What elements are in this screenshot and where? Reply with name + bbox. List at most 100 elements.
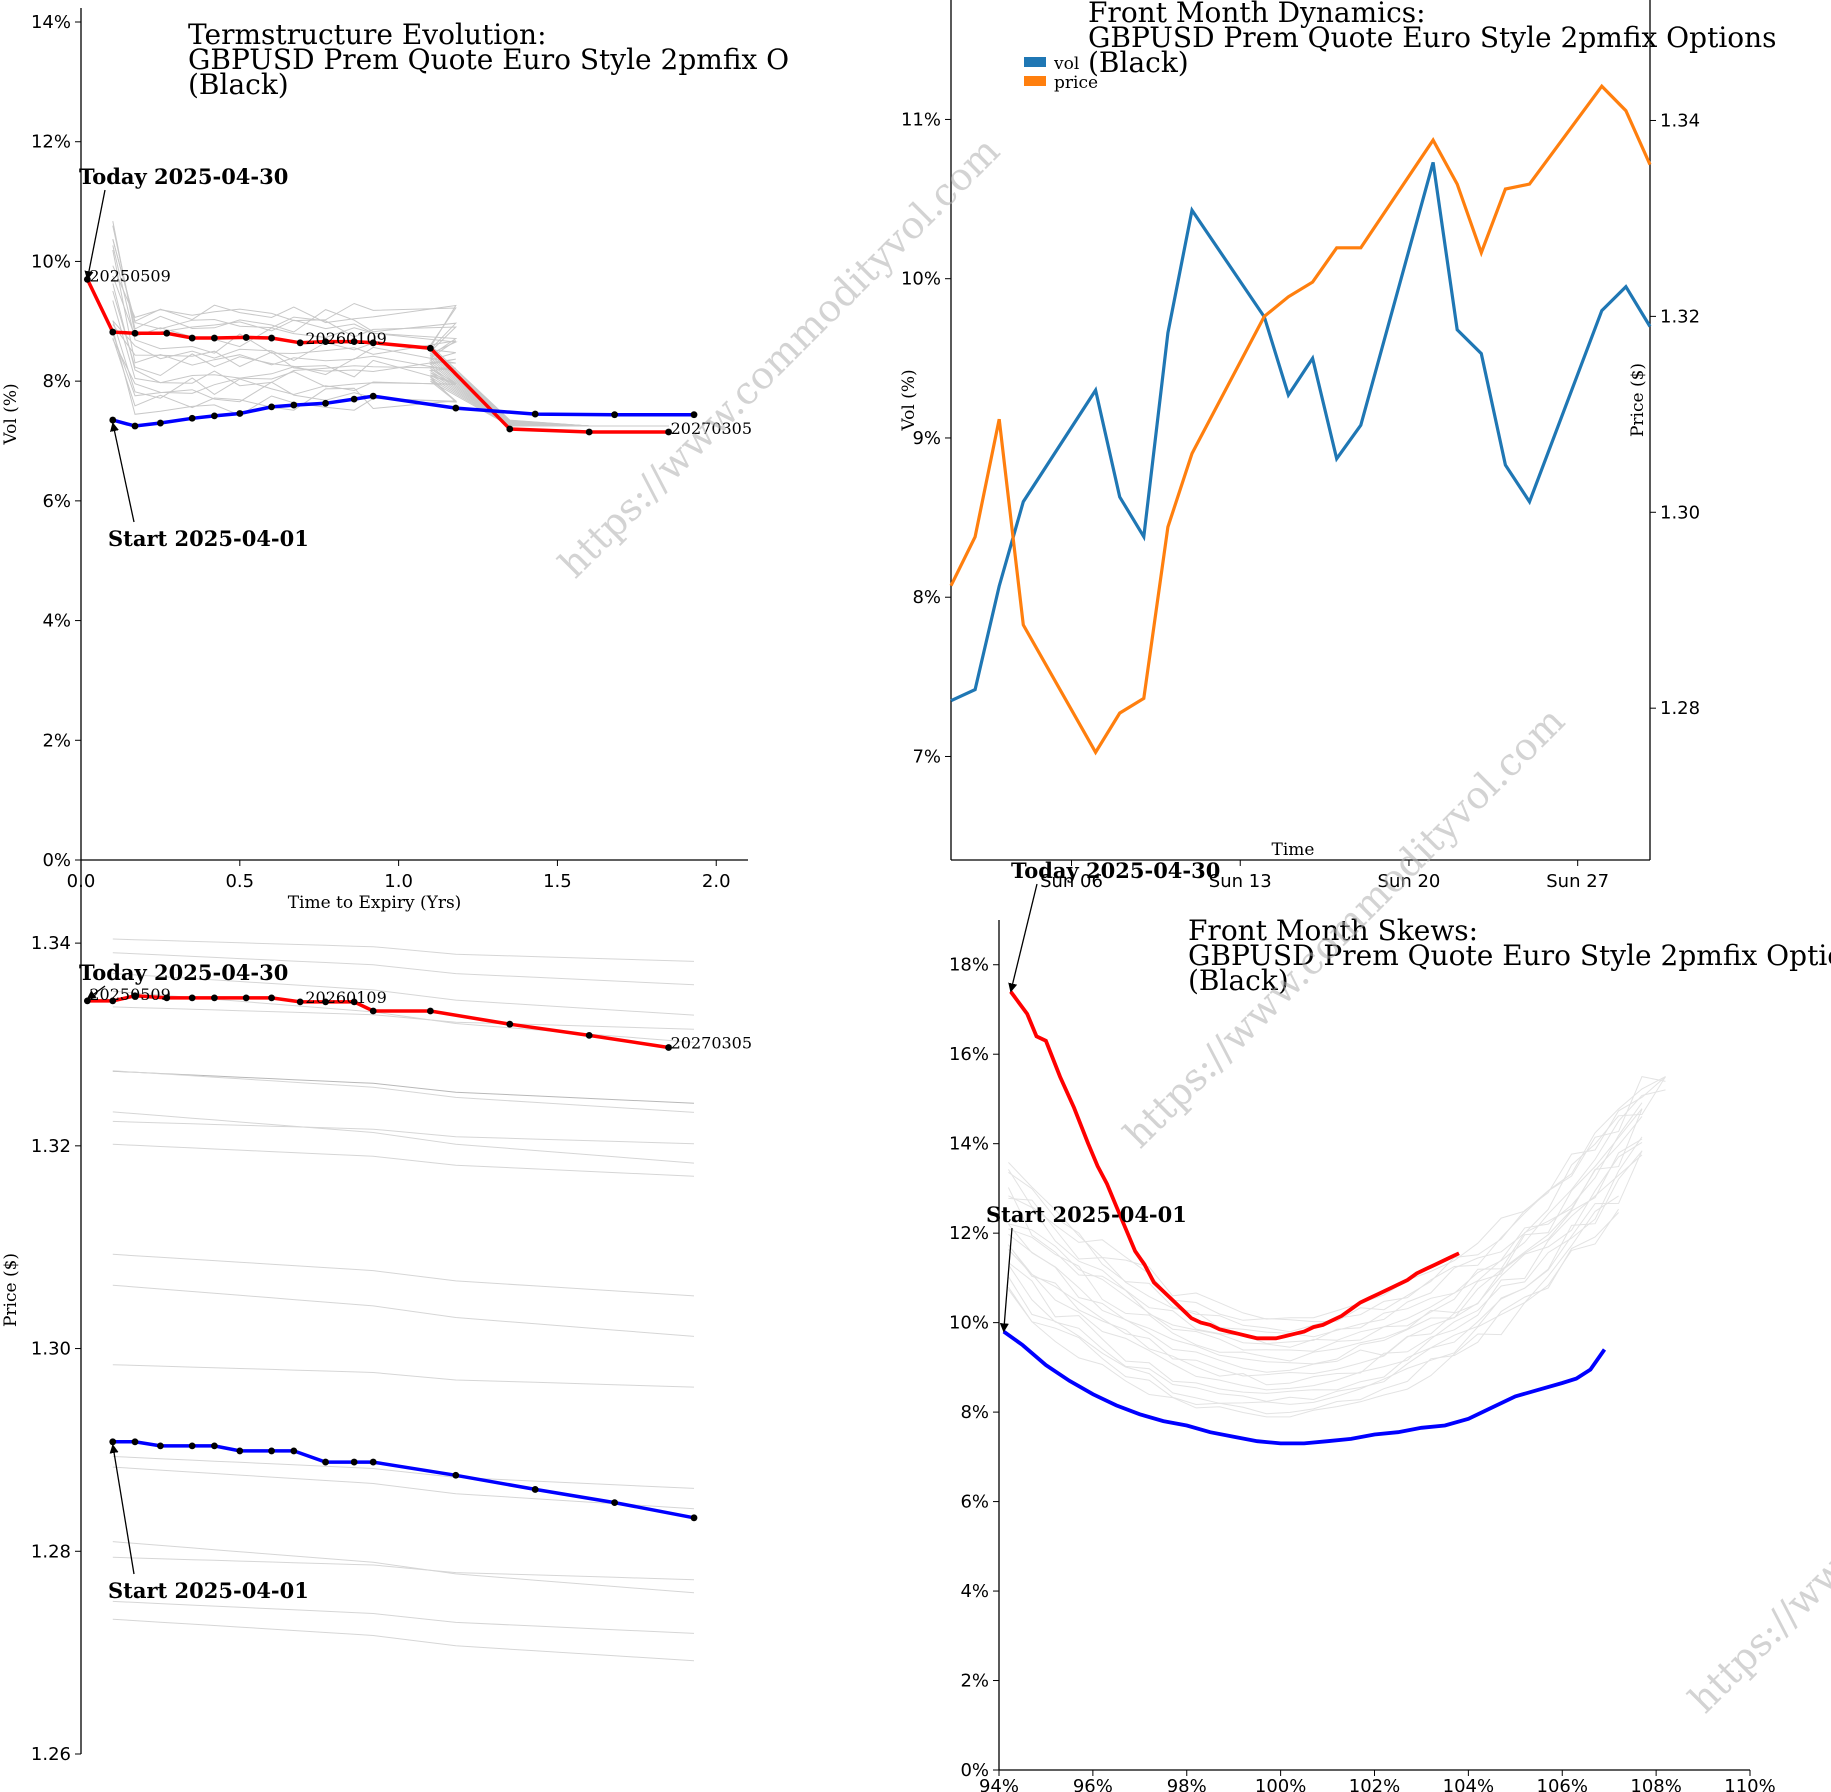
annotation-start: Start 2025-04-01	[108, 526, 309, 551]
x-tick-label: Sun 20	[1378, 871, 1441, 892]
y-tick-label: 0%	[42, 850, 71, 871]
watermark-text: https://www.commodityvol.com	[550, 129, 1008, 587]
annotation-today-arrow	[84, 189, 106, 281]
annotation-start: Start 2025-04-01	[108, 1578, 309, 1603]
history-curve	[1007, 1150, 1643, 1402]
x-axis-title: Time	[1272, 840, 1315, 860]
history-curve	[112, 1456, 695, 1489]
y-tick-label: 8%	[42, 371, 71, 392]
chart-title: GBPUSD Prem Quote Euro Style 2pmfix Opti…	[1188, 939, 1831, 972]
y2-tick-label: 1.28	[1660, 698, 1700, 719]
history-curve	[112, 1466, 695, 1510]
data-point	[211, 412, 218, 420]
data-point	[452, 404, 460, 412]
front-month-skews-chart: 0% 2% 4% 6% 8% 10% 12% 14% 16% 18% 94% 96% 98% 100% 10…	[949, 858, 1831, 1792]
annotation-start: Start 2025-04-01	[986, 1202, 1187, 1227]
data-point	[211, 334, 218, 342]
y-tick-label: 12%	[949, 1223, 989, 1244]
history-curve	[112, 320, 669, 427]
y-tick-label: 2%	[960, 1671, 989, 1692]
data-point	[350, 338, 358, 346]
series-line	[950, 161, 1652, 703]
data-point	[236, 410, 244, 417]
data-point	[426, 1007, 434, 1015]
history-curve	[112, 1284, 695, 1337]
history-curve	[112, 1253, 695, 1297]
chart-title: Termstructure Evolution:	[188, 18, 547, 51]
history-curve	[112, 1364, 695, 1388]
y-tick-label: 0%	[960, 1760, 989, 1781]
data-point	[109, 1438, 117, 1446]
chart-title: Front Month Skews:	[1188, 914, 1478, 947]
y-tick-label: 9%	[912, 428, 941, 449]
data-point	[211, 994, 218, 1002]
y-tick-label: 1.30	[31, 1339, 71, 1360]
chart-title: Front Month Dynamics:	[1088, 0, 1426, 29]
legend-swatch	[1024, 76, 1046, 86]
history-curve	[112, 324, 669, 427]
data-point	[531, 1486, 539, 1493]
point-label: 20250509	[89, 266, 170, 285]
y-tick-label: 16%	[949, 1044, 989, 1065]
history-curve	[1008, 1138, 1643, 1373]
x-tick-label: 2.0	[702, 871, 731, 892]
data-point	[611, 1499, 618, 1507]
history-curve	[1008, 1150, 1643, 1394]
history-curve	[112, 221, 669, 427]
y-tick-label: 14%	[949, 1134, 989, 1155]
series-line	[112, 1440, 695, 1520]
data-point	[665, 1044, 672, 1051]
x-tick-label: 96%	[1073, 1776, 1113, 1792]
history-curve	[1007, 1195, 1619, 1405]
x-tick-label: 100%	[1255, 1776, 1306, 1792]
watermark-text: https://www.commodityvol.com	[1680, 1264, 1831, 1722]
chart-title: (Black)	[188, 68, 289, 101]
history-curve	[1008, 1141, 1643, 1377]
legend-label: price	[1054, 73, 1098, 93]
data-point	[611, 411, 618, 419]
history-curve	[112, 990, 695, 1043]
data-point	[369, 392, 377, 400]
history-curve	[112, 1600, 695, 1634]
data-point	[531, 410, 539, 418]
watermark-text: https://www.commodityvol.com	[1115, 699, 1573, 1157]
x-tick-label: Sun 06	[1040, 871, 1103, 892]
annotation-today-arrow	[86, 985, 106, 1000]
history-curve	[1008, 1089, 1666, 1345]
data-point	[426, 344, 434, 352]
data-point	[109, 997, 117, 1005]
data-point	[188, 334, 196, 342]
x-tick-label: 104%	[1443, 1776, 1494, 1792]
data-point	[211, 1442, 218, 1450]
data-point	[350, 1458, 358, 1466]
x-tick-label: 102%	[1349, 1776, 1400, 1792]
series-line	[1002, 1330, 1607, 1446]
chart-title: GBPUSD Prem Quote Euro Style 2pmfix O	[188, 43, 789, 76]
x-tick-label: 108%	[1630, 1776, 1681, 1792]
chart-title: (Black)	[1088, 46, 1189, 79]
history-curve	[1007, 1208, 1620, 1418]
y-tick-label: 8%	[960, 1402, 989, 1423]
point-label: 20260109	[305, 988, 386, 1007]
chart-title: GBPUSD Prem Quote Euro Style 2pmfix Opti…	[1088, 21, 1777, 54]
y-axis-title: Price ($)	[1, 1253, 21, 1327]
series-line	[949, 83, 1652, 756]
y-tick-label: 1.26	[31, 1744, 71, 1765]
data-point	[157, 1442, 164, 1450]
data-point	[322, 998, 329, 1006]
data-point	[236, 1447, 244, 1455]
data-point	[290, 401, 298, 409]
y-tick-label: 4%	[960, 1581, 989, 1602]
history-curve	[112, 337, 669, 427]
data-point	[369, 1458, 377, 1466]
point-label: 20270305	[671, 1034, 752, 1053]
history-curve	[112, 1556, 695, 1581]
point-label: 20250509	[89, 985, 170, 1004]
x-tick-label: 0.5	[225, 871, 254, 892]
history-curve	[112, 1120, 695, 1145]
data-point	[109, 328, 117, 336]
data-point	[268, 334, 275, 342]
series-line	[85, 278, 669, 434]
history-curve	[112, 249, 669, 427]
